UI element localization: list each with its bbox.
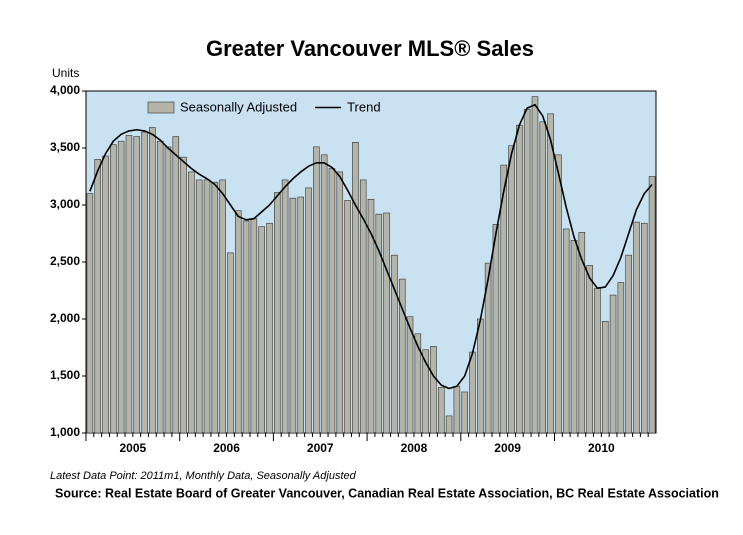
bar xyxy=(484,262,492,434)
bar xyxy=(94,159,101,434)
bar xyxy=(352,142,359,434)
bar xyxy=(156,140,164,434)
bar xyxy=(633,221,640,434)
bar xyxy=(508,145,515,434)
bar xyxy=(594,287,601,434)
bar xyxy=(172,136,180,434)
bar xyxy=(125,135,133,434)
y-tick-label: 2,500 xyxy=(50,254,80,268)
bar xyxy=(359,179,367,434)
bar xyxy=(461,391,468,434)
x-tick-label: 2009 xyxy=(494,441,521,455)
y-axis-label: Units xyxy=(52,66,79,80)
bar xyxy=(422,349,429,434)
bar xyxy=(133,136,141,434)
bar xyxy=(274,192,281,434)
bar xyxy=(398,278,406,434)
bar xyxy=(188,171,195,434)
bar xyxy=(195,179,203,434)
bar xyxy=(242,220,250,434)
legend-swatch xyxy=(147,101,175,114)
bar xyxy=(164,146,172,434)
bar xyxy=(617,282,625,434)
bar xyxy=(469,351,476,434)
bar xyxy=(523,108,531,434)
bar xyxy=(336,171,344,434)
x-tick-label: 2006 xyxy=(213,441,240,455)
bar xyxy=(180,156,187,434)
x-tick-label: 2008 xyxy=(401,441,428,455)
bar xyxy=(344,200,351,434)
bar xyxy=(266,222,273,434)
bar xyxy=(445,415,453,434)
bar xyxy=(375,213,383,434)
bar xyxy=(234,210,242,434)
bar xyxy=(258,226,265,434)
bar xyxy=(110,144,117,434)
y-tick-label: 2,000 xyxy=(50,311,80,325)
bar xyxy=(641,222,648,434)
y-tick-label: 1,000 xyxy=(50,425,80,439)
x-tick-label: 2005 xyxy=(119,441,146,455)
bar xyxy=(477,318,484,434)
chart-title: Greater Vancouver MLS® Sales xyxy=(206,36,534,61)
bar xyxy=(492,224,500,434)
bar xyxy=(586,265,593,434)
bar xyxy=(555,154,562,434)
bar xyxy=(562,228,570,434)
bar xyxy=(601,320,609,434)
x-tick-label: 2007 xyxy=(307,441,334,455)
bar xyxy=(149,127,156,434)
bar xyxy=(406,316,414,434)
bar xyxy=(609,294,617,434)
bar xyxy=(578,232,586,434)
bar xyxy=(430,346,437,434)
bar xyxy=(281,179,289,434)
bar xyxy=(313,146,320,434)
y-tick-label: 3,000 xyxy=(50,197,80,211)
bar xyxy=(250,218,258,434)
bar xyxy=(383,212,390,434)
legend-label: Trend xyxy=(347,99,380,114)
footnote: Latest Data Point: 2011m1, Monthly Data,… xyxy=(50,470,357,482)
y-tick-label: 1,500 xyxy=(50,368,80,382)
bar xyxy=(305,187,312,434)
bar xyxy=(648,176,656,434)
trend-line xyxy=(89,103,653,390)
bar xyxy=(227,252,234,434)
bar xyxy=(453,385,461,434)
bar xyxy=(625,254,632,434)
y-tick-label: 3,500 xyxy=(50,140,80,154)
x-tick-label: 2010 xyxy=(588,441,615,455)
legend-label: Seasonally Adjusted xyxy=(180,99,297,114)
bar xyxy=(414,333,422,434)
bar xyxy=(500,164,508,434)
bar xyxy=(539,121,547,434)
bar xyxy=(367,199,375,434)
bar xyxy=(141,131,148,434)
source: Source: Real Estate Board of Greater Van… xyxy=(55,486,719,500)
bar xyxy=(289,197,297,434)
bar xyxy=(438,387,445,434)
bar xyxy=(570,240,578,434)
bar xyxy=(391,254,398,434)
bar xyxy=(102,155,109,434)
bar xyxy=(328,168,336,434)
bar xyxy=(219,179,226,434)
bar xyxy=(297,196,304,434)
bar xyxy=(203,179,211,434)
y-tick-label: 4,000 xyxy=(50,83,80,97)
bar xyxy=(117,140,125,434)
bar xyxy=(211,181,219,434)
bar xyxy=(320,154,328,434)
bar xyxy=(516,124,523,434)
bar xyxy=(86,193,94,434)
bar xyxy=(531,96,539,434)
bar xyxy=(547,113,554,434)
